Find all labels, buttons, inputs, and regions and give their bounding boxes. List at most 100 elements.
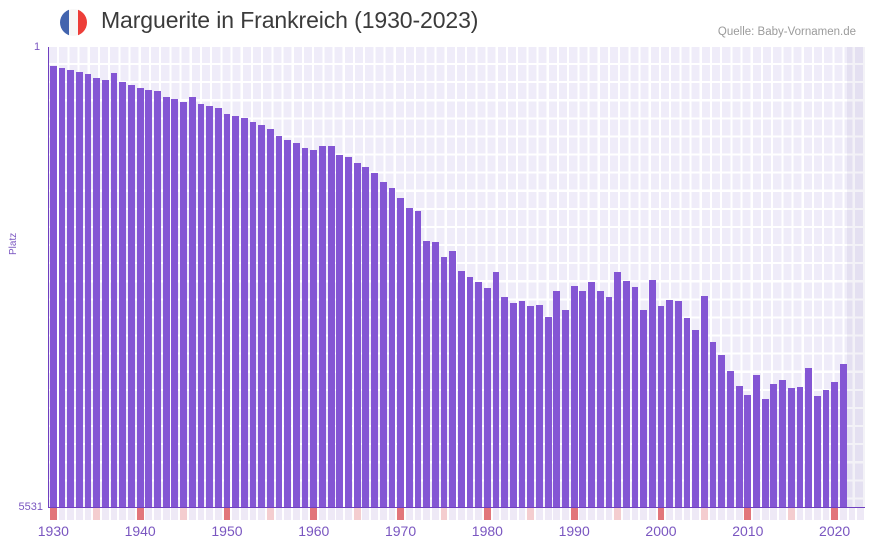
bar-1985[interactable]: [527, 306, 535, 507]
bar-2019[interactable]: [822, 390, 830, 507]
bar-1983[interactable]: [510, 303, 517, 507]
bar-2008[interactable]: [727, 371, 734, 507]
bar-2005[interactable]: [701, 296, 708, 507]
bar-2014[interactable]: [779, 379, 786, 507]
bar-1977[interactable]: [457, 270, 465, 507]
bar-1946[interactable]: [188, 96, 196, 507]
bar-2016[interactable]: [796, 387, 804, 507]
bar-2015[interactable]: [787, 387, 795, 507]
bar-1962[interactable]: [327, 146, 335, 507]
bar-1940[interactable]: [136, 87, 144, 507]
x-tick-1997: [631, 508, 639, 520]
bar-1960[interactable]: [310, 150, 318, 507]
bar-2009[interactable]: [735, 386, 743, 507]
bar-1939[interactable]: [128, 84, 135, 507]
bar-1952[interactable]: [240, 118, 248, 507]
bar-2000[interactable]: [657, 306, 665, 507]
bar-1994[interactable]: [605, 297, 613, 507]
x-tick-2001: [666, 508, 674, 520]
bar-1959[interactable]: [301, 147, 309, 507]
bar-1965[interactable]: [353, 163, 361, 507]
bar-1969[interactable]: [388, 188, 396, 507]
bar-1932[interactable]: [67, 70, 75, 507]
bar-1955[interactable]: [266, 129, 274, 507]
bar-1953[interactable]: [249, 122, 257, 507]
bar-2017[interactable]: [805, 368, 812, 507]
bar-1995[interactable]: [614, 271, 621, 507]
bar-1979[interactable]: [475, 281, 483, 507]
bar-1982[interactable]: [501, 297, 509, 507]
bar-1931[interactable]: [58, 67, 66, 507]
bar-1986[interactable]: [536, 304, 543, 507]
bar-1961[interactable]: [319, 145, 326, 507]
bar-1980[interactable]: [484, 288, 491, 507]
bar-1971[interactable]: [405, 207, 413, 507]
bar-1996[interactable]: [622, 280, 630, 507]
bar-2018[interactable]: [813, 396, 821, 507]
bar-1956[interactable]: [275, 135, 283, 507]
bar-1990[interactable]: [570, 286, 578, 507]
bar-2013[interactable]: [770, 384, 778, 507]
bar-2020[interactable]: [831, 382, 838, 507]
bar-1945[interactable]: [180, 101, 187, 507]
bar-1993[interactable]: [596, 291, 604, 507]
bar-2001[interactable]: [666, 299, 674, 507]
bar-1978[interactable]: [466, 276, 474, 507]
bar-1934[interactable]: [84, 73, 92, 507]
bar-1976[interactable]: [449, 250, 457, 507]
bar-1949[interactable]: [214, 108, 222, 507]
bar-1989[interactable]: [562, 309, 569, 507]
bar-1997[interactable]: [631, 287, 639, 507]
x-tick-1956: [275, 508, 283, 520]
bar-1964[interactable]: [345, 157, 352, 507]
bar-1988[interactable]: [553, 291, 561, 507]
bar-2012[interactable]: [761, 398, 769, 507]
bar-2006[interactable]: [709, 342, 717, 507]
x-axis-label-2010: 2010: [732, 523, 764, 539]
bar-1936[interactable]: [102, 80, 109, 507]
bar-1942[interactable]: [154, 91, 161, 507]
bar-1947[interactable]: [197, 104, 205, 507]
bar-1966[interactable]: [362, 166, 370, 507]
bar-1951[interactable]: [232, 115, 240, 507]
bar-1957[interactable]: [284, 139, 292, 507]
bar-1998[interactable]: [640, 309, 648, 507]
x-axis-label-1980: 1980: [471, 523, 503, 539]
bar-1975[interactable]: [440, 256, 448, 507]
bar-1987[interactable]: [544, 317, 552, 507]
bar-1991[interactable]: [579, 291, 587, 507]
bar-1938[interactable]: [119, 81, 127, 507]
bar-2003[interactable]: [683, 318, 691, 507]
bar-1944[interactable]: [171, 98, 179, 507]
bar-1948[interactable]: [206, 105, 213, 507]
bar-1930[interactable]: [49, 66, 57, 507]
bar-1981[interactable]: [492, 271, 500, 507]
bar-2004[interactable]: [692, 330, 700, 507]
bar-1968[interactable]: [379, 181, 387, 507]
x-tick-2003: [683, 508, 691, 520]
bar-1984[interactable]: [518, 301, 526, 507]
bar-1935[interactable]: [93, 77, 101, 507]
x-tick-1958: [293, 508, 300, 520]
bar-2002[interactable]: [674, 301, 682, 507]
bar-1954[interactable]: [258, 125, 266, 507]
bar-1999[interactable]: [648, 279, 656, 507]
bar-1958[interactable]: [293, 142, 300, 507]
bar-1992[interactable]: [588, 281, 595, 507]
bar-2021[interactable]: [839, 363, 847, 507]
bar-1941[interactable]: [145, 90, 153, 507]
x-axis-label-1960: 1960: [298, 523, 330, 539]
bar-1950[interactable]: [223, 114, 231, 507]
bar-2011[interactable]: [753, 375, 760, 507]
bar-1937[interactable]: [110, 72, 118, 507]
bar-2010[interactable]: [744, 394, 752, 507]
bar-1972[interactable]: [414, 210, 422, 507]
bar-1963[interactable]: [336, 155, 344, 507]
bar-1973[interactable]: [423, 240, 430, 507]
bar-1970[interactable]: [397, 197, 404, 507]
bar-1943[interactable]: [162, 96, 170, 507]
bar-1933[interactable]: [76, 72, 83, 507]
bar-1967[interactable]: [371, 173, 378, 507]
bar-2007[interactable]: [718, 354, 726, 507]
bar-1974[interactable]: [431, 241, 439, 507]
